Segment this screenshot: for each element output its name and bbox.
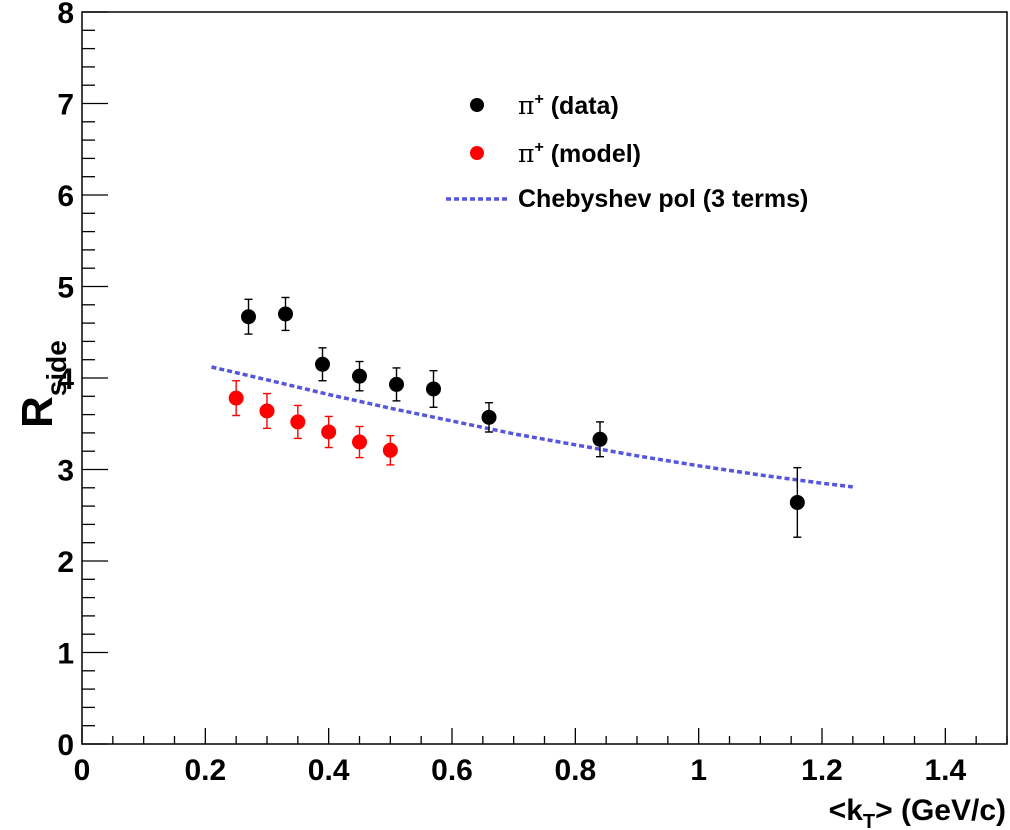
marker-data <box>241 309 256 325</box>
point-model <box>321 415 337 449</box>
x-tick-label: 0.2 <box>184 754 226 787</box>
marker-data <box>789 494 805 510</box>
point-data <box>389 367 404 402</box>
fit-curve-layer <box>211 365 854 489</box>
legend-model-symbol: π <box>518 139 534 168</box>
legend-label-chebyshev: Chebyshev pol (3 terms) <box>518 185 808 213</box>
marker-model <box>290 414 306 430</box>
point-data <box>789 466 805 538</box>
legend-label-data: π+ (data) <box>518 91 619 120</box>
point-model <box>382 434 398 466</box>
legend-data-sup: + <box>534 91 543 108</box>
y-tick-label: 7 <box>57 89 74 122</box>
y-tick-label: 6 <box>57 180 74 213</box>
x-axis-title: <kT> (GeV/c) <box>829 794 1006 830</box>
marker-data <box>278 306 293 322</box>
point-data <box>352 360 367 392</box>
chebyshev-fit-curve <box>211 365 854 489</box>
y-axis-title-sub: side <box>41 340 72 396</box>
y-tick-label: 2 <box>57 546 74 579</box>
data-points-layer <box>228 296 805 538</box>
legend-model-rest: (model) <box>544 140 641 168</box>
marker-model <box>321 424 337 440</box>
marker-model <box>382 442 398 458</box>
legend-data-rest: (data) <box>544 92 619 120</box>
marker-model <box>352 434 367 450</box>
legend-marker-model <box>470 146 484 160</box>
x-tick-label: 1.2 <box>801 754 843 787</box>
marker-data <box>592 431 608 447</box>
y-tick-label: 4 <box>57 363 74 396</box>
point-data <box>592 421 608 458</box>
x-tick-label: 0.8 <box>554 754 596 787</box>
x-tick-label: 1.4 <box>924 754 966 787</box>
legend-data-symbol: π <box>518 91 534 120</box>
y-tick-label: 3 <box>57 455 74 488</box>
marker-data <box>426 381 441 397</box>
x-tick-label: 0 <box>74 754 91 787</box>
x-tick-label: 0.6 <box>431 754 473 787</box>
legend-label-model: π+ (model) <box>518 139 641 168</box>
x-tick-label: 1 <box>690 754 707 787</box>
marker-data <box>481 409 497 425</box>
marker-data <box>315 356 330 372</box>
marker-model <box>228 390 244 406</box>
point-data <box>241 298 256 335</box>
legend-model-sup: + <box>534 139 543 156</box>
y-tick-label: 0 <box>57 729 74 762</box>
plot-frame <box>81 11 1008 745</box>
x-axis-title-main: <k <box>829 794 864 827</box>
legend: π+ (data) π+ (model) Chebyshev pol (3 te… <box>446 91 808 213</box>
axis-ticks <box>81 11 1008 745</box>
point-model <box>290 404 306 440</box>
point-data <box>278 296 293 332</box>
axis-tick-labels: 0 0.2 0.4 0.6 0.8 1 1.2 1.4 0 1 2 3 4 5 6 7 8 <box>57 0 966 787</box>
y-axis-title: Rside <box>13 340 72 428</box>
x-axis-title-sub: T <box>863 811 875 830</box>
point-model <box>259 392 275 430</box>
y-tick-label: 5 <box>57 272 74 305</box>
y-tick-label: 8 <box>57 0 74 30</box>
x-axis-title-tail: > (GeV/c) <box>875 794 1006 827</box>
y-tick-label: 1 <box>57 638 74 671</box>
marker-data <box>352 368 367 384</box>
point-model <box>228 380 244 417</box>
point-data <box>481 402 497 433</box>
point-data <box>426 369 441 408</box>
point-model <box>352 425 367 459</box>
legend-marker-data <box>470 98 484 112</box>
x-tick-label: 0.4 <box>308 754 350 787</box>
marker-model <box>259 403 275 419</box>
marker-data <box>389 376 404 392</box>
y-axis-title-main: R <box>13 396 62 428</box>
point-data <box>315 347 330 382</box>
